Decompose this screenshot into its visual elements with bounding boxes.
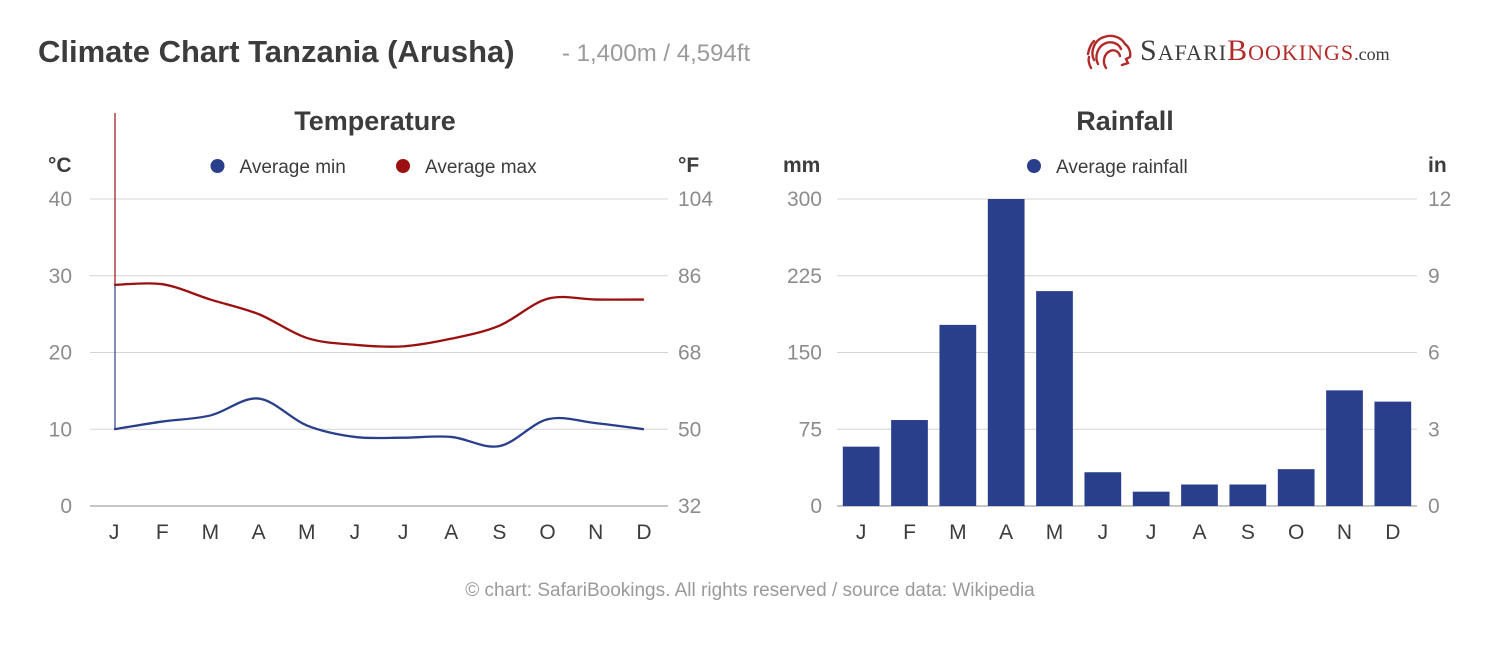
y-right-tick-label: 68 [678, 342, 701, 365]
x-tick-label: J [1098, 521, 1109, 544]
y-right-tick-label: 6 [1428, 342, 1440, 365]
x-tick-label: A [999, 521, 1013, 544]
rainfall-bar [1326, 390, 1363, 506]
x-tick-label: F [903, 521, 916, 544]
y-right-tick-label: 3 [1428, 418, 1440, 441]
x-tick-label: N [1337, 521, 1352, 544]
x-tick-label: F [156, 521, 169, 544]
y-right-tick-label: 86 [678, 265, 701, 288]
y-right-unit: in [1428, 154, 1447, 177]
y-left-tick-label: 20 [49, 342, 72, 365]
safaribookings-logo[interactable]: SAFARIBOOKINGS.com [1086, 30, 1466, 74]
y-right-tick-label: 9 [1428, 265, 1440, 288]
y-left-unit: mm [783, 154, 820, 177]
series-line-average-max [114, 282, 644, 348]
rainfall-bar [842, 446, 880, 506]
y-right-unit: °F [678, 154, 699, 177]
x-tick-label: O [539, 521, 555, 544]
x-tick-label: M [202, 521, 220, 544]
footer-credit: © chart: SafariBookings. All rights rese… [465, 580, 1035, 601]
x-tick-label: J [1146, 521, 1157, 544]
x-tick-label: S [1241, 521, 1255, 544]
page-subtitle: - 1,400m / 4,594ft [562, 40, 751, 67]
x-tick-label: O [1288, 521, 1304, 544]
logo-wordmark: SAFARIBOOKINGS.com [1140, 34, 1390, 68]
page-title: Climate Chart Tanzania (Arusha) [38, 34, 515, 69]
x-tick-label: J [856, 521, 867, 544]
x-tick-label: M [949, 521, 967, 544]
logo-brand-small: OOKINGS [1248, 40, 1355, 65]
legend-label: Average min [240, 157, 346, 178]
x-tick-label: A [252, 521, 266, 544]
rainfall-bar [1084, 472, 1122, 506]
x-tick-label: A [444, 521, 458, 544]
y-left-tick-label: 75 [799, 418, 822, 441]
rainfall-bar [891, 420, 928, 506]
chart-title: Rainfall [1076, 106, 1174, 136]
x-tick-label: M [1046, 521, 1064, 544]
legend-marker [210, 159, 225, 173]
legend-marker [1027, 159, 1041, 173]
rainfall-bar [1181, 484, 1218, 506]
rainfall-bar [1036, 291, 1073, 506]
rainfall-bar [1132, 491, 1170, 506]
lion-logo-icon [1086, 34, 1132, 70]
logo-brand: B [1227, 34, 1249, 67]
x-tick-label: J [109, 521, 120, 544]
x-tick-label: D [1385, 521, 1400, 544]
y-right-tick-label: 32 [678, 495, 701, 518]
x-tick-label: S [492, 521, 506, 544]
y-left-tick-label: 40 [49, 188, 72, 211]
x-tick-label: A [1192, 521, 1206, 544]
logo-prefix-small: AFARI [1157, 40, 1228, 65]
series-line-average-min [113, 397, 645, 448]
legend-marker [396, 159, 410, 173]
y-left-tick-label: 300 [787, 188, 822, 211]
chart-title: Temperature [294, 106, 456, 136]
rainfall-bar [1374, 401, 1412, 506]
y-left-unit: °C [48, 154, 72, 177]
legend-label: Average max [425, 157, 537, 178]
x-tick-label: M [298, 521, 316, 544]
rainfall-bar [939, 324, 977, 506]
y-left-tick-label: 0 [60, 495, 72, 518]
x-tick-label: D [636, 521, 651, 544]
logo-suffix: .com [1354, 44, 1390, 64]
x-tick-label: N [588, 521, 603, 544]
y-right-tick-label: 50 [678, 418, 701, 441]
y-right-tick-label: 12 [1428, 188, 1451, 211]
y-right-tick-label: 104 [678, 188, 713, 211]
y-left-tick-label: 30 [49, 265, 72, 288]
x-tick-label: J [398, 521, 409, 544]
rainfall-bar [1229, 484, 1267, 506]
y-left-tick-label: 0 [810, 495, 822, 518]
legend-label: Average rainfall [1056, 157, 1188, 178]
y-left-tick-label: 10 [49, 418, 72, 441]
logo-prefix: S [1140, 34, 1158, 67]
y-left-tick-label: 225 [787, 265, 822, 288]
x-tick-label: J [350, 521, 361, 544]
rainfall-bar [987, 199, 1025, 506]
y-left-tick-label: 150 [787, 342, 822, 365]
y-right-tick-label: 0 [1428, 495, 1440, 518]
rainfall-bar [1277, 469, 1315, 506]
